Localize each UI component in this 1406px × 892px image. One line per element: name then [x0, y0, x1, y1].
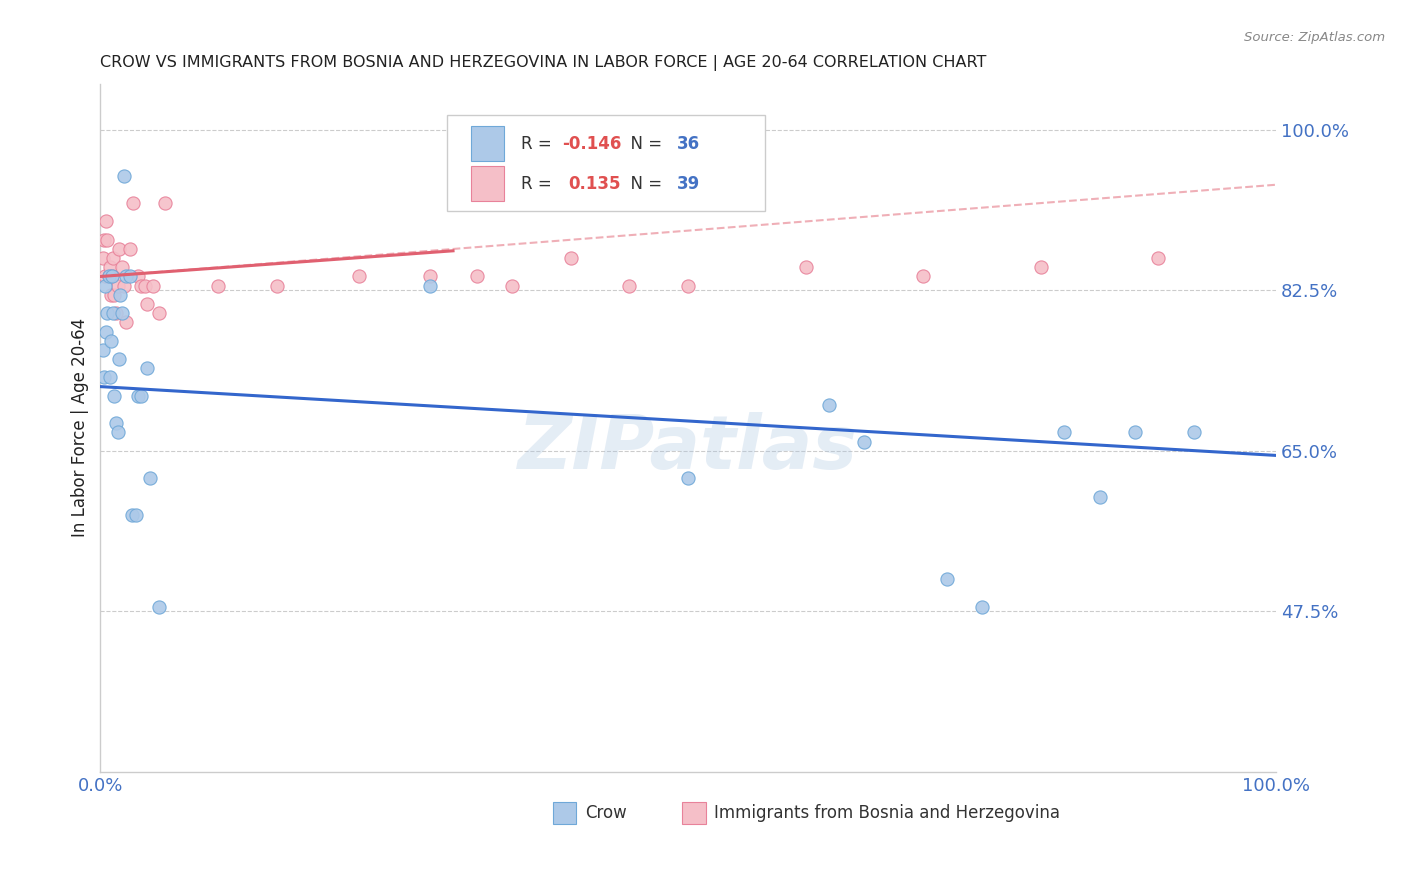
Point	[94, 278, 117, 293]
Text: 36: 36	[676, 135, 700, 153]
Point	[104, 417, 127, 431]
Text: R =: R =	[522, 175, 562, 193]
Point	[108, 242, 131, 256]
Point	[96, 214, 118, 228]
Point	[935, 572, 957, 586]
Point	[1053, 425, 1076, 440]
Point	[94, 269, 117, 284]
Point	[266, 278, 288, 293]
Point	[101, 269, 124, 284]
Point	[91, 343, 114, 357]
Point	[118, 269, 141, 284]
Point	[98, 260, 121, 275]
Point	[93, 370, 115, 384]
Point	[465, 269, 488, 284]
Text: N =: N =	[620, 175, 668, 193]
Point	[619, 278, 641, 293]
FancyBboxPatch shape	[447, 115, 765, 211]
Point	[93, 233, 115, 247]
Point	[115, 315, 138, 329]
Point	[124, 508, 146, 522]
Point	[103, 389, 125, 403]
FancyBboxPatch shape	[682, 802, 706, 823]
Point	[142, 278, 165, 293]
Point	[112, 278, 135, 293]
Point	[96, 325, 118, 339]
Point	[853, 434, 876, 449]
Point	[676, 278, 699, 293]
Point	[110, 288, 132, 302]
Point	[103, 306, 125, 320]
Text: -0.146: -0.146	[562, 135, 621, 153]
Point	[1123, 425, 1146, 440]
Point	[131, 278, 153, 293]
Point	[97, 269, 120, 284]
Point	[138, 471, 160, 485]
Y-axis label: In Labor Force | Age 20-64: In Labor Force | Age 20-64	[72, 318, 89, 538]
Point	[101, 269, 124, 284]
Point	[501, 278, 523, 293]
Point	[118, 242, 141, 256]
Point	[1029, 260, 1052, 275]
Point	[100, 334, 122, 348]
Point	[110, 260, 132, 275]
Point	[136, 297, 159, 311]
Point	[115, 269, 138, 284]
Point	[107, 278, 129, 293]
Point	[794, 260, 817, 275]
Point	[103, 288, 125, 302]
Point	[134, 278, 156, 293]
Text: N =: N =	[620, 135, 668, 153]
Text: Source: ZipAtlas.com: Source: ZipAtlas.com	[1244, 31, 1385, 45]
Text: CROW VS IMMIGRANTS FROM BOSNIA AND HERZEGOVINA IN LABOR FORCE | AGE 20-64 CORREL: CROW VS IMMIGRANTS FROM BOSNIA AND HERZE…	[100, 55, 987, 71]
Text: Crow: Crow	[585, 804, 627, 822]
Point	[98, 370, 121, 384]
Point	[97, 269, 120, 284]
Point	[96, 306, 118, 320]
Point	[131, 389, 153, 403]
FancyBboxPatch shape	[471, 167, 503, 201]
Point	[676, 471, 699, 485]
Point	[110, 306, 132, 320]
Point	[560, 251, 582, 265]
Point	[121, 508, 143, 522]
FancyBboxPatch shape	[553, 802, 576, 823]
Point	[970, 599, 993, 614]
Point	[104, 306, 127, 320]
Text: 0.135: 0.135	[568, 175, 620, 193]
Point	[1088, 490, 1111, 504]
Point	[96, 233, 118, 247]
Text: 39: 39	[676, 175, 700, 193]
Point	[148, 599, 170, 614]
Text: R =: R =	[522, 135, 557, 153]
Point	[418, 269, 440, 284]
Point	[136, 361, 159, 376]
Point	[127, 389, 149, 403]
Point	[148, 306, 170, 320]
Point	[103, 251, 125, 265]
Point	[122, 196, 145, 211]
Point	[418, 278, 440, 293]
Point	[207, 278, 229, 293]
Point	[912, 269, 935, 284]
Point	[1182, 425, 1205, 440]
Point	[818, 398, 841, 412]
Point	[1147, 251, 1170, 265]
Point	[108, 352, 131, 367]
Point	[107, 425, 129, 440]
Text: Immigrants from Bosnia and Herzegovina: Immigrants from Bosnia and Herzegovina	[714, 804, 1060, 822]
Point	[91, 251, 114, 265]
Point	[347, 269, 370, 284]
Point	[153, 196, 176, 211]
Text: ZIPatlas: ZIPatlas	[519, 412, 858, 485]
Point	[100, 288, 122, 302]
Point	[112, 169, 135, 183]
Point	[127, 269, 149, 284]
FancyBboxPatch shape	[471, 127, 503, 161]
